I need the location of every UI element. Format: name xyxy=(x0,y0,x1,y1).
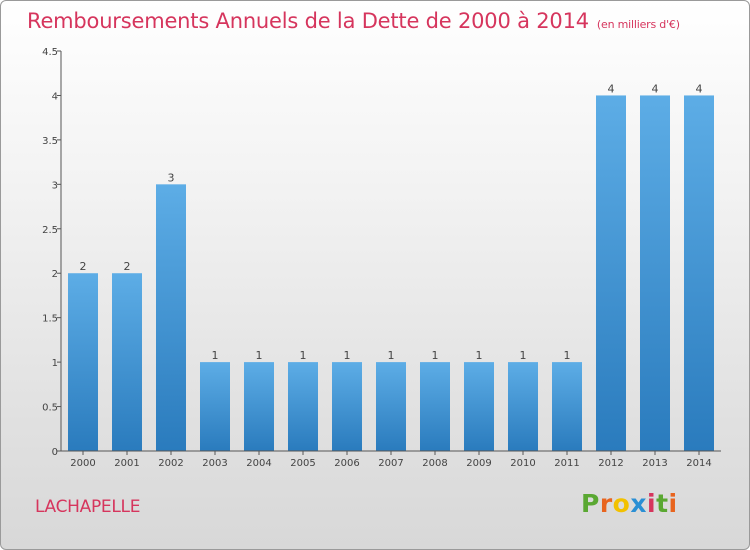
x-tick-label-2000: 2000 xyxy=(70,458,95,469)
x-tick-label-2012: 2012 xyxy=(598,458,623,469)
x-tick-label-2006: 2006 xyxy=(334,458,359,469)
data-label-2004: 1 xyxy=(256,349,263,362)
bar-2002 xyxy=(156,184,186,452)
data-label-2012: 4 xyxy=(608,82,615,95)
chart-title-text: Remboursements Annuels de la Dette de 20… xyxy=(27,9,589,33)
x-tick-label-2007: 2007 xyxy=(378,458,403,469)
y-tick-label-2.5: 2.5 xyxy=(42,225,58,236)
x-tick-label-2001: 2001 xyxy=(114,458,139,469)
logo-letter: o xyxy=(612,489,631,518)
x-tick-label-2010: 2010 xyxy=(510,458,535,469)
y-tick-label-4.5: 4.5 xyxy=(42,47,58,58)
bar-2014 xyxy=(684,95,714,451)
chart-subtitle: (en milliers d'€) xyxy=(596,18,680,31)
x-tick-label-2014: 2014 xyxy=(686,458,711,469)
bar-2012 xyxy=(596,95,626,451)
data-label-2013: 4 xyxy=(652,82,659,95)
bar-2000 xyxy=(68,273,98,451)
bar-2005 xyxy=(288,362,318,451)
data-label-2008: 1 xyxy=(432,349,439,362)
bar-2010 xyxy=(508,362,538,451)
data-label-2009: 1 xyxy=(476,349,483,362)
x-tick-label-2005: 2005 xyxy=(290,458,315,469)
bar-2011 xyxy=(552,362,582,451)
bar-2006 xyxy=(332,362,362,451)
axis-layer: 2000 2001 2002 2003 2004 2005 2006 2007 2008 2009… xyxy=(42,47,721,469)
logo-letter: i xyxy=(668,489,678,518)
data-label-2005: 1 xyxy=(300,349,307,362)
data-label-2000: 2 xyxy=(80,260,87,273)
x-tick-label-2013: 2013 xyxy=(642,458,667,469)
x-tick-label-2009: 2009 xyxy=(466,458,491,469)
x-tick-label-2002: 2002 xyxy=(158,458,183,469)
logo-letter: i xyxy=(647,489,657,518)
x-tick-label-2003: 2003 xyxy=(202,458,227,469)
y-tick-label-1.5: 1.5 xyxy=(42,314,58,325)
data-label-2006: 1 xyxy=(344,349,351,362)
y-tick-label-3.5: 3.5 xyxy=(42,136,58,147)
bar-2004 xyxy=(244,362,274,451)
bar-2008 xyxy=(420,362,450,451)
bar-2009 xyxy=(464,362,494,451)
proxiti-logo[interactable]: Proxiti xyxy=(581,489,678,518)
chart-title: Remboursements Annuels de la Dette de 20… xyxy=(27,9,680,33)
logo-letter: r xyxy=(599,489,613,518)
bar-2001 xyxy=(112,273,142,451)
logo-letter: x xyxy=(630,489,647,518)
y-tick-label-2: 2 xyxy=(52,269,58,280)
y-tick-label-3: 3 xyxy=(52,180,58,191)
data-label-2007: 1 xyxy=(388,349,395,362)
data-label-2001: 2 xyxy=(124,260,131,273)
data-label-2002: 3 xyxy=(168,171,175,184)
data-label-2011: 1 xyxy=(564,349,571,362)
place-name: LACHAPELLE xyxy=(35,497,141,517)
bars-layer: 2 2 3 1 1 1 1 1 1 1 1 1 4 4 4 xyxy=(68,82,714,452)
bar-2003 xyxy=(200,362,230,451)
data-label-2003: 1 xyxy=(212,349,219,362)
data-label-2010: 1 xyxy=(520,349,527,362)
x-tick-label-2004: 2004 xyxy=(246,458,271,469)
bar-2013 xyxy=(640,95,670,451)
data-label-2014: 4 xyxy=(696,82,703,95)
x-tick-label-2008: 2008 xyxy=(422,458,447,469)
y-tick-label-0.5: 0.5 xyxy=(42,403,58,414)
y-tick-label-0: 0 xyxy=(52,447,58,458)
bar-2007 xyxy=(376,362,406,451)
logo-letter: P xyxy=(581,489,600,518)
logo-letter: t xyxy=(656,489,669,518)
x-tick-label-2011: 2011 xyxy=(554,458,579,469)
y-tick-label-1: 1 xyxy=(52,358,58,369)
y-tick-label-4: 4 xyxy=(52,91,58,102)
